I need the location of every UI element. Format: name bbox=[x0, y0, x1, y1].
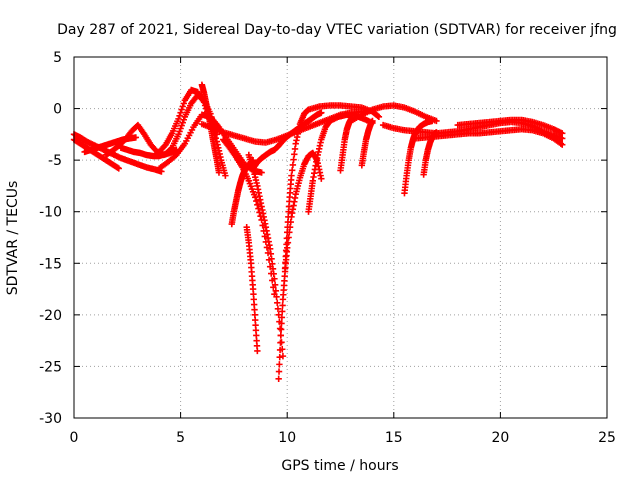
y-axis-label: SDTVAR / TECUs bbox=[5, 181, 21, 296]
y-tick-label: -5 bbox=[48, 153, 62, 169]
series-track-r bbox=[337, 115, 355, 174]
data-point bbox=[115, 165, 122, 172]
data-point bbox=[283, 241, 290, 248]
data-point bbox=[318, 109, 325, 116]
data-point bbox=[257, 212, 264, 220]
grid bbox=[74, 57, 607, 418]
data-point bbox=[252, 194, 259, 201]
series-track-a bbox=[70, 131, 165, 175]
data-point bbox=[278, 314, 286, 321]
data-point bbox=[258, 216, 265, 224]
x-axis-label: GPS time / hours bbox=[281, 458, 398, 474]
data-point bbox=[268, 270, 275, 277]
data-point bbox=[215, 169, 223, 176]
y-tick-label: -20 bbox=[39, 308, 62, 324]
data-point bbox=[282, 253, 289, 260]
data-point bbox=[283, 235, 291, 242]
data-point bbox=[559, 130, 566, 137]
data-point bbox=[276, 346, 284, 354]
series-track-x bbox=[411, 126, 566, 148]
y-tick-label: -15 bbox=[39, 256, 62, 272]
data-point bbox=[177, 109, 184, 116]
series-track-s bbox=[358, 117, 376, 169]
data-point bbox=[275, 375, 282, 383]
data-point bbox=[278, 320, 285, 327]
data-point bbox=[279, 352, 287, 360]
data-point bbox=[269, 277, 276, 284]
chart-title: Day 287 of 2021, Sidereal Day-to-day VTE… bbox=[57, 22, 617, 38]
y-tick-label: -25 bbox=[39, 359, 62, 375]
data-point bbox=[277, 332, 285, 339]
series-track-y bbox=[454, 116, 566, 137]
data-point bbox=[277, 326, 285, 333]
data-point bbox=[253, 197, 260, 205]
y-tick-label: -10 bbox=[39, 205, 62, 221]
data-point bbox=[282, 259, 289, 266]
data-point bbox=[262, 238, 270, 246]
data-point bbox=[428, 117, 436, 125]
series-track-n bbox=[220, 136, 278, 298]
data-point bbox=[276, 361, 283, 368]
data-point bbox=[180, 100, 187, 107]
data-point bbox=[132, 134, 140, 141]
data-point bbox=[259, 222, 266, 229]
data-point bbox=[374, 112, 382, 120]
data-point bbox=[260, 227, 267, 235]
data-points bbox=[70, 81, 566, 383]
data-point bbox=[271, 291, 278, 298]
plot-frame bbox=[73, 56, 608, 419]
series-track-p bbox=[281, 102, 383, 272]
x-tick-label: 10 bbox=[278, 430, 296, 446]
data-point bbox=[266, 263, 274, 270]
data-point bbox=[264, 249, 272, 257]
y-tick-label: 0 bbox=[53, 102, 62, 118]
data-point bbox=[179, 103, 186, 110]
data-point bbox=[277, 339, 284, 346]
data-point bbox=[167, 145, 175, 152]
x-tick-label: 0 bbox=[70, 430, 79, 446]
data-point bbox=[274, 305, 282, 313]
data-point bbox=[256, 209, 263, 216]
data-point bbox=[276, 325, 284, 332]
data-point bbox=[279, 302, 286, 309]
data-point bbox=[369, 117, 376, 125]
data-point bbox=[261, 233, 269, 240]
data-point bbox=[279, 308, 286, 315]
data-point bbox=[272, 287, 280, 294]
data-point bbox=[222, 172, 229, 179]
data-point bbox=[254, 347, 261, 355]
data-point bbox=[175, 115, 182, 123]
data-point bbox=[258, 169, 265, 176]
y-tick-label: 5 bbox=[53, 50, 62, 66]
data-point bbox=[275, 368, 283, 375]
data-point bbox=[178, 106, 185, 113]
data-point bbox=[282, 247, 290, 254]
data-point bbox=[281, 265, 289, 272]
x-tick-label: 15 bbox=[385, 430, 403, 446]
data-point bbox=[270, 284, 277, 291]
data-point bbox=[176, 112, 183, 119]
series-track-m bbox=[243, 223, 261, 355]
x-tick-label: 20 bbox=[491, 430, 509, 446]
data-point bbox=[318, 175, 325, 182]
y-tick-label: -30 bbox=[39, 411, 62, 427]
data-point bbox=[375, 113, 383, 121]
x-tick-label: 5 bbox=[176, 430, 185, 446]
data-point bbox=[274, 299, 281, 307]
data-point bbox=[276, 353, 283, 361]
axis-ticks: 0 5 10 15 20 25 5 0 -5 -10 -15 -20 -25 -30 bbox=[39, 50, 616, 446]
data-point bbox=[559, 141, 566, 148]
data-point bbox=[255, 205, 262, 212]
data-point bbox=[254, 201, 261, 209]
x-tick-label: 25 bbox=[598, 430, 616, 446]
data-point bbox=[263, 244, 271, 251]
data-point bbox=[265, 256, 273, 264]
